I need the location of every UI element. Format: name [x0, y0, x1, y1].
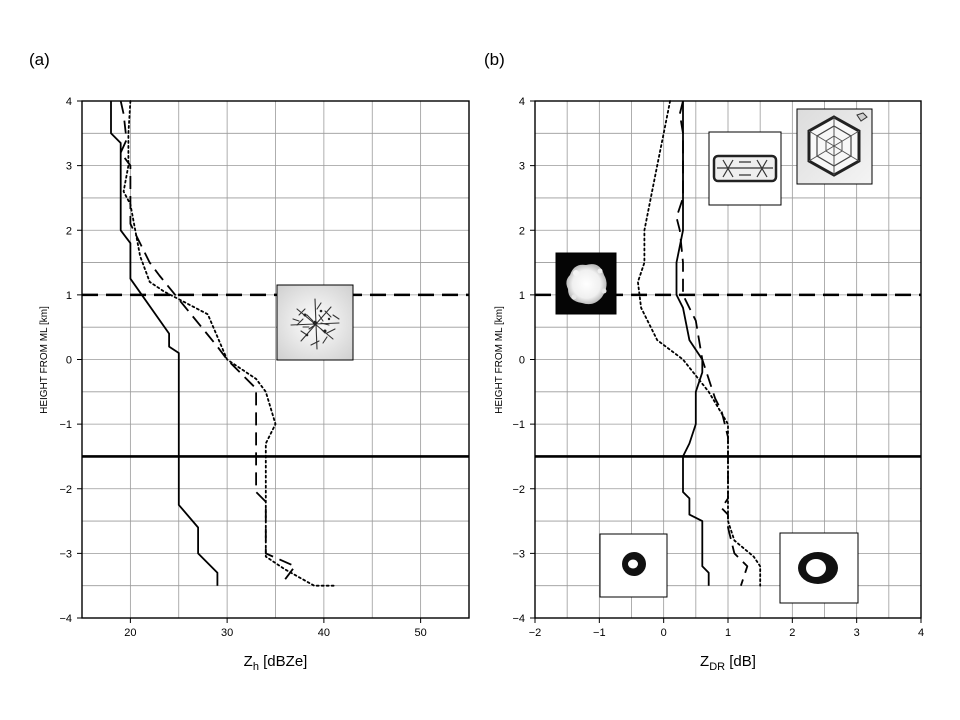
panel-b-xtick-label: 3 [854, 627, 860, 639]
panel-b-ticks: −2 −1 0 1 2 3 4 −4 −3 −2 −1 0 1 2 3 4 [512, 96, 924, 639]
panel-b-ytick-label: −1 [512, 419, 525, 431]
panel-a-xlabel-rest: [dBZe] [259, 653, 307, 670]
panel-a-series [110, 100, 335, 587]
panel-b-series-dashed [675, 100, 749, 586]
panel-a-ytick-label: 2 [66, 225, 72, 237]
panel-a-xtick-label: 40 [318, 627, 330, 639]
panel-b-xtick-label: −1 [593, 627, 606, 639]
panel-b-xlabel-rest: [dB] [725, 653, 756, 670]
panel-a-frame [81, 100, 470, 619]
panel-b-ytick-label: 4 [519, 96, 525, 108]
panel-a-reference-lines [82, 293, 469, 458]
panel-a-grid [82, 101, 469, 618]
panel-b-xtick-label: −2 [529, 627, 542, 639]
graupel-particle-inset [555, 252, 617, 315]
small-drop-inset [599, 533, 668, 598]
panel-b-series-dotted [637, 100, 762, 587]
panel-a-label: (a) [29, 50, 50, 69]
panel-b-ytick-label: 1 [519, 290, 525, 302]
panel-a-ticks: 20 30 40 50 −4 −3 −2 −1 0 1 2 3 4 [59, 96, 426, 639]
panel-b-ytick-label: 0 [519, 355, 525, 367]
panel-b-ytick-label: 2 [519, 225, 525, 237]
panel-b-frame [534, 100, 922, 619]
panel-a-xlabel: Zh [dBZe] [244, 653, 308, 673]
panel-a-xtick-label: 50 [415, 627, 427, 639]
panel-b-ytick-label: −3 [512, 548, 525, 560]
panel-a-ytick-label: 0 [66, 355, 72, 367]
panel-b-series-solid [675, 101, 710, 586]
panel-b-xtick-label: 2 [789, 627, 795, 639]
panel-a-xtick-label: 30 [221, 627, 233, 639]
panel-a-series-dashed [119, 100, 296, 580]
panel-a-ylabel: HEIGHT FROM ML [km] [39, 306, 50, 414]
panel-b-ytick-label: −2 [512, 484, 525, 496]
panel-a-ytick-label: −4 [59, 613, 72, 625]
panel-b-ylabel: HEIGHT FROM ML [km] [494, 306, 505, 414]
panel-a-series-solid [110, 101, 219, 586]
panel-a-ytick-label: −1 [59, 419, 72, 431]
panel-a-series-dotted [122, 100, 335, 587]
panel-a-ytick-label: 1 [66, 290, 72, 302]
panel-a-ytick-label: 4 [66, 96, 72, 108]
panel-b-xlabel: ZDR [dB] [700, 653, 756, 673]
panel-a-ytick-label: 3 [66, 161, 72, 173]
panel-a-ytick-label: −2 [59, 484, 72, 496]
panel-b-series [637, 100, 762, 587]
panel-a-ytick-label: −3 [59, 548, 72, 560]
panel-b-xtick-label: 0 [661, 627, 667, 639]
hexagonal-plate-crystal-inset [796, 108, 873, 185]
panel-b-xlabel-main: Z [700, 653, 709, 670]
panel-a-xlabel-main: Z [244, 653, 253, 670]
panel-a: (a) 20 30 40 50 −4 −3 −2 −1 0 1 2 3 4 Zh [dBZe] HEIG… [29, 50, 470, 673]
panel-b-ytick-label: −4 [512, 613, 525, 625]
panel-b-xlabel-sub: DR [709, 661, 725, 673]
panel-b: (b) −2 −1 0 1 2 3 4 −4 −3 −2 −1 0 1 2 3 4 ZDR [dB] HEIG… [484, 50, 924, 673]
snowflake-aggregate-inset [276, 284, 354, 361]
panel-a-xtick-label: 20 [124, 627, 136, 639]
panel-a-xlabel-sub: h [253, 661, 259, 673]
panel-b-xtick-label: 1 [725, 627, 731, 639]
panel-b-xtick-label: 4 [918, 627, 924, 639]
panel-b-ytick-label: 3 [519, 161, 525, 173]
large-drop-inset [779, 532, 859, 604]
panel-b-label: (b) [484, 50, 505, 69]
columnar-crystal-inset [708, 131, 782, 206]
